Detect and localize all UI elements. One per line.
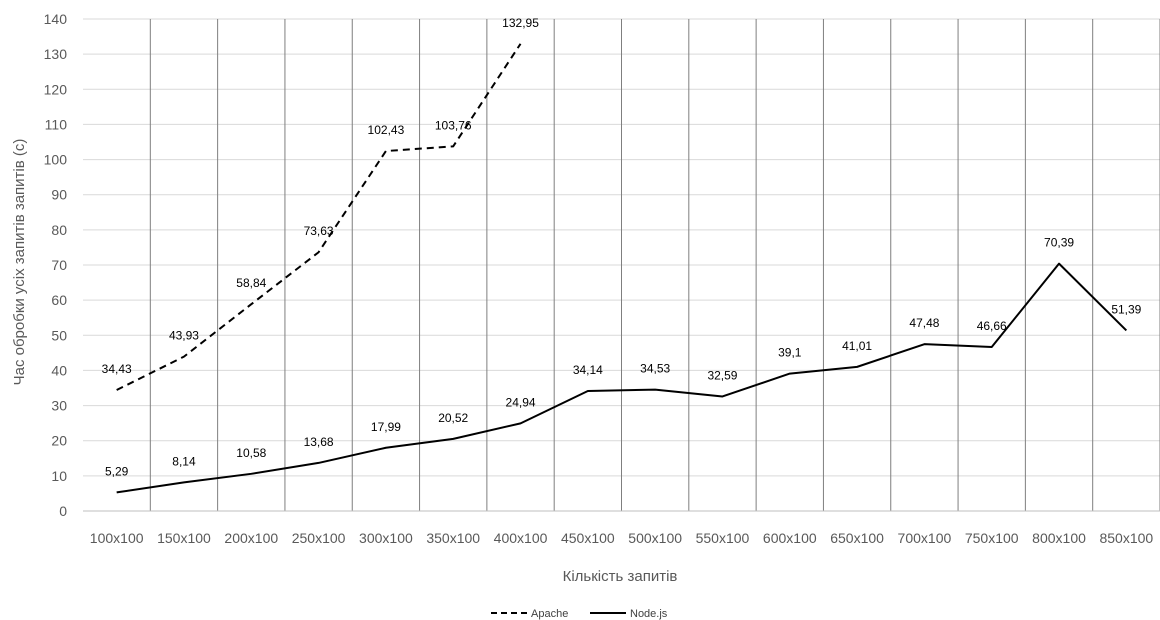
data-label: 41,01 — [842, 339, 872, 353]
x-tick-label: 100x100 — [90, 530, 144, 546]
data-label: 102,43 — [368, 123, 405, 137]
y-axis-ticks: 0 10 20 30 40 50 60 70 80 90 100 110 120 130 140 — [44, 11, 68, 519]
x-tick-label: 300x100 — [359, 530, 413, 546]
data-label: 34,53 — [640, 362, 670, 376]
y-tick-label: 110 — [45, 116, 68, 132]
data-label: 24,94 — [506, 395, 536, 409]
y-tick-label: 0 — [59, 503, 67, 519]
x-axis-ticks: 100x100 150x100 200x100 250x100 300x100 350x1… — [90, 530, 1154, 546]
y-tick-label: 50 — [51, 327, 67, 343]
x-axis-title: Кількість запитів — [563, 568, 678, 585]
y-tick-label: 90 — [51, 187, 67, 203]
y-axis-title: Час обробки усіх запитів запитів (с) — [11, 139, 28, 386]
x-tick-label: 400x100 — [494, 530, 548, 546]
data-label: 5,29 — [105, 464, 129, 478]
series-line-nodejs — [116, 262, 1128, 494]
data-label: 103,76 — [435, 118, 472, 132]
y-tick-label: 10 — [51, 468, 67, 484]
x-tick-label: 700x100 — [898, 530, 952, 546]
data-label: 47,48 — [909, 316, 939, 330]
data-label: 39,1 — [778, 346, 802, 360]
x-tick-label: 850x100 — [1099, 530, 1153, 546]
y-tick-label: 140 — [44, 11, 68, 27]
series-layer — [116, 43, 1128, 494]
x-tick-label: 450x100 — [561, 530, 615, 546]
data-label: 10,58 — [236, 446, 266, 460]
data-label: 34,43 — [102, 362, 132, 376]
y-tick-label: 100 — [44, 152, 68, 168]
legend: Apache Node.js — [491, 608, 668, 620]
data-label: 58,84 — [236, 276, 266, 290]
series-line-apache — [116, 43, 522, 391]
legend-label-nodejs: Node.js — [630, 608, 668, 620]
y-tick-label: 60 — [51, 292, 67, 308]
y-tick-label: 20 — [51, 433, 67, 449]
x-tick-label: 650x100 — [830, 530, 884, 546]
data-label: 34,14 — [573, 363, 603, 377]
data-label: 73,63 — [304, 224, 334, 238]
x-tick-label: 200x100 — [224, 530, 278, 546]
y-tick-label: 30 — [51, 398, 67, 414]
data-label: 132,95 — [502, 16, 539, 30]
y-tick-label: 80 — [51, 222, 67, 238]
data-label: 13,68 — [304, 435, 334, 449]
data-label: 20,52 — [438, 411, 468, 425]
x-tick-label: 350x100 — [426, 530, 480, 546]
y-tick-label: 40 — [51, 362, 67, 378]
legend-label-apache: Apache — [531, 608, 568, 620]
x-tick-label: 250x100 — [292, 530, 346, 546]
data-label: 70,39 — [1044, 236, 1074, 250]
x-tick-label: 600x100 — [763, 530, 817, 546]
x-tick-label: 800x100 — [1032, 530, 1086, 546]
x-tick-label: 150x100 — [157, 530, 211, 546]
data-label: 32,59 — [707, 368, 737, 382]
data-label: 17,99 — [371, 420, 401, 434]
data-labels: 34,43 43,93 58,84 73,63 102,43 103,76 132,95 5,… — [102, 16, 1142, 479]
y-tick-label: 120 — [44, 81, 68, 97]
x-tick-label: 550x100 — [696, 530, 750, 546]
y-tick-label: 130 — [44, 46, 68, 62]
x-tick-label: 750x100 — [965, 530, 1019, 546]
grid-layer — [83, 18, 1160, 512]
data-label: 43,93 — [169, 329, 199, 343]
data-label: 8,14 — [172, 454, 196, 468]
data-label: 46,66 — [977, 319, 1007, 333]
y-tick-label: 70 — [51, 257, 67, 273]
x-tick-label: 500x100 — [628, 530, 682, 546]
data-label: 51,39 — [1111, 302, 1141, 316]
